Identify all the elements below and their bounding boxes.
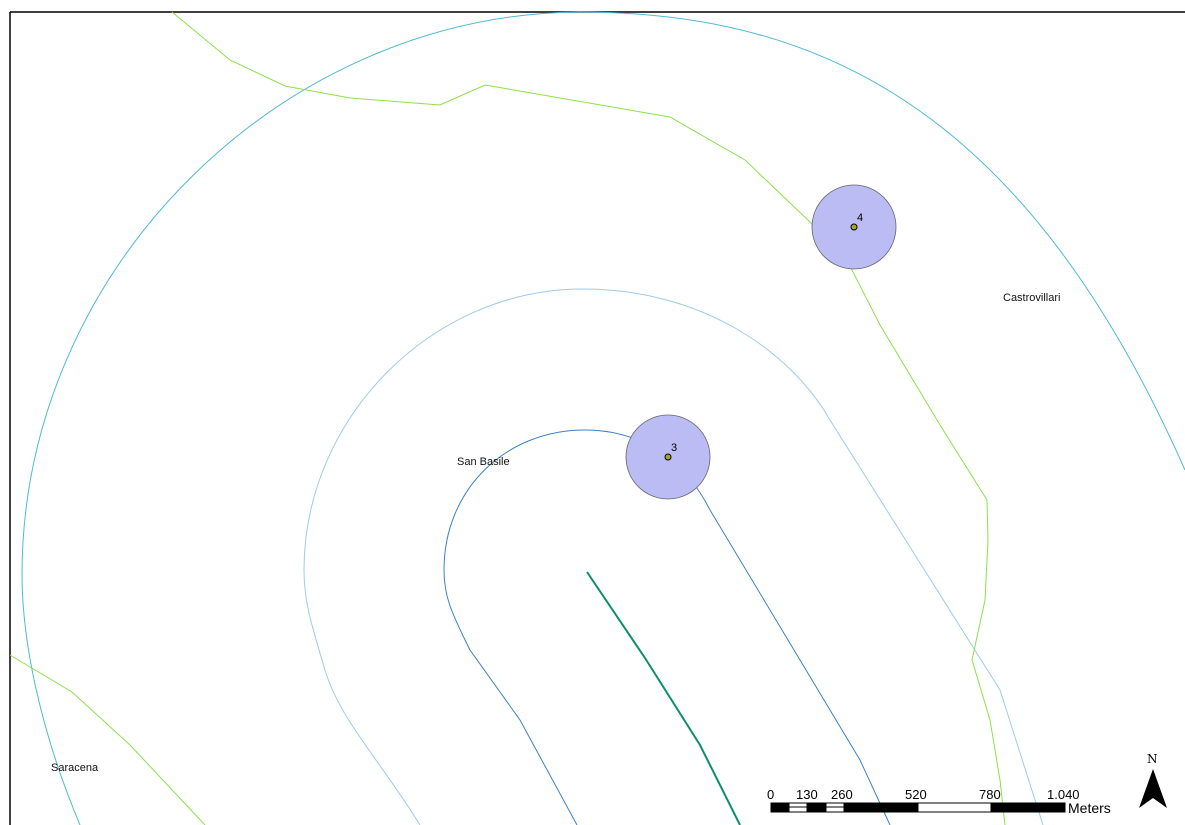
point-label-3: 3: [671, 442, 678, 454]
scale-tick-0: 0: [767, 787, 775, 802]
place-label-san-basile: San Basile: [457, 456, 510, 468]
boundary-line-north: [171, 11, 1006, 825]
scale-tick-520: 520: [905, 787, 927, 802]
scale-bar-graphic: [770, 802, 1066, 813]
scale-unit-label: Meters: [1068, 800, 1111, 816]
scale-tick-1040: 1.040: [1047, 787, 1080, 802]
point-label-4: 4: [857, 212, 864, 224]
point-3-marker[interactable]: [664, 453, 672, 461]
scale-tick-130: 130: [796, 787, 818, 802]
place-label-castrovillari: Castrovillari: [1003, 292, 1061, 304]
boundary-line-southwest: [9, 654, 206, 825]
scale-tick-780: 780: [979, 787, 1001, 802]
scale-tick-260: 260: [831, 787, 853, 802]
middle-buffer-ring: [303, 288, 1044, 825]
north-label: N: [1147, 752, 1158, 766]
route-line: [586, 571, 741, 825]
outer-buffer-ring: [21, 11, 1185, 825]
point-4-marker[interactable]: [850, 223, 858, 231]
place-label-saracena: Saracena: [51, 762, 99, 774]
north-arrow-icon: [1139, 769, 1167, 808]
